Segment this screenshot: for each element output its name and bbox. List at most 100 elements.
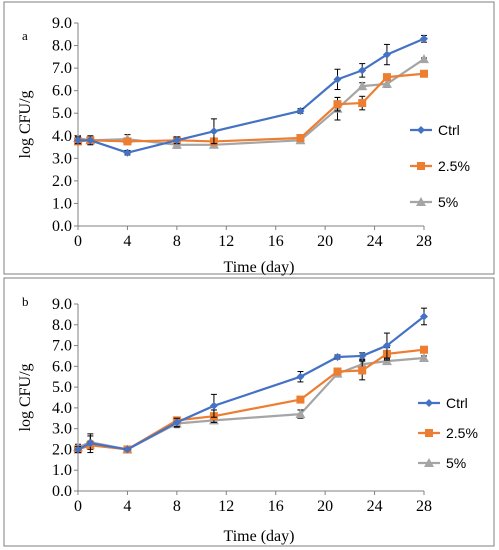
x-tick-label: 12	[218, 498, 234, 515]
data-point	[295, 409, 306, 419]
legend-label: Ctrl	[446, 395, 468, 411]
data-point	[358, 366, 367, 375]
x-tick-label: 28	[416, 233, 432, 250]
panel-label: a	[22, 28, 28, 43]
series-line	[77, 72, 425, 143]
y-tick-label: 8.0	[52, 38, 72, 55]
y-tick-label: 3.0	[52, 421, 72, 438]
x-tick-label: 0	[74, 498, 82, 515]
legend: Ctrl 2.5% 5%	[410, 122, 470, 210]
y-tick-label: 9.0	[52, 15, 72, 32]
legend-item: Ctrl	[418, 395, 468, 411]
data-point	[74, 136, 82, 145]
y-tick-label: 1.0	[52, 462, 72, 479]
y-tick-label: 1.0	[52, 195, 72, 212]
data-point	[420, 345, 428, 354]
y-tick-label: 5.0	[52, 379, 72, 396]
data-point	[419, 54, 429, 64]
y-tick-label: 2.0	[52, 173, 72, 190]
series-line	[77, 58, 425, 146]
data-point	[333, 75, 342, 84]
legend-marker	[424, 458, 434, 467]
chart-panel-a: a 0.0 1.0 2.0 3.0 4.0 5.0 6.0 7.0 8.0 9.0 0 4 8 12 16 20…	[3, 1, 495, 276]
data-point	[419, 353, 429, 363]
x-axis-title: Time (day)	[224, 528, 295, 545]
legend-item: 5%	[418, 455, 466, 471]
data-point	[333, 100, 342, 109]
legend: Ctrl 2.5% 5%	[418, 395, 478, 471]
y-tick-label: 7.0	[52, 60, 72, 77]
y-tick-label: 7.0	[52, 338, 72, 355]
x-tick-label: 24	[367, 498, 383, 515]
legend-label: Ctrl	[438, 122, 460, 138]
x-tick-label: 20	[317, 498, 333, 515]
legend-marker	[425, 399, 433, 407]
data-point	[358, 66, 367, 75]
panel-label: b	[22, 294, 29, 309]
x-tick-label: 4	[123, 233, 131, 250]
data-point	[333, 352, 342, 361]
data-point	[123, 148, 132, 157]
y-tick-label: 4.0	[52, 400, 72, 417]
data-point	[123, 445, 132, 454]
data-point	[381, 78, 392, 88]
data-point	[296, 106, 305, 115]
data-point	[172, 418, 181, 427]
x-tick-label: 0	[74, 233, 82, 250]
legend-marker	[425, 429, 433, 437]
x-tick-label: 8	[173, 233, 181, 250]
legend-label: 5%	[446, 455, 466, 471]
legend-marker	[417, 162, 425, 170]
y-tick-label: 6.0	[52, 358, 72, 375]
data-point	[382, 50, 391, 59]
y-tick-label: 5.0	[52, 105, 72, 122]
data-point	[420, 312, 428, 321]
data-point	[382, 73, 391, 82]
legend-marker	[416, 197, 426, 206]
data-point	[296, 372, 305, 381]
data-point	[209, 401, 218, 410]
data-point	[420, 34, 428, 43]
y-tick-label: 2.0	[52, 441, 72, 458]
series-line	[78, 37, 425, 154]
x-tick-label: 28	[416, 498, 432, 515]
legend-label: 2.5%	[438, 158, 470, 174]
data-point	[123, 137, 132, 146]
x-tick-label: 12	[218, 233, 234, 250]
legend-item: 2.5%	[418, 425, 478, 441]
panel-frame	[3, 1, 495, 275]
y-tick-label: 8.0	[52, 317, 72, 334]
legend-item: 5%	[410, 194, 458, 210]
chart-panel-b: b 0.0 1.0 2.0 3.0 4.0 5.0 6.0 7.0 8.0 9.0 0 4 8 12 16 20…	[3, 277, 495, 547]
x-tick-label: 20	[317, 233, 333, 250]
data-point	[86, 136, 95, 145]
legend-marker	[417, 126, 425, 134]
x-tick-label: 16	[268, 498, 284, 515]
panel-frame	[3, 277, 495, 547]
data-point	[296, 395, 305, 404]
data-point	[74, 445, 82, 454]
y-axis-title: log CFU/g	[17, 363, 34, 431]
data-point	[357, 81, 368, 91]
x-tick-label: 8	[173, 498, 181, 515]
x-tick-label: 16	[268, 233, 284, 250]
data-point	[172, 136, 181, 145]
data-point	[171, 139, 182, 149]
x-tick-label: 24	[367, 233, 383, 250]
data-point	[381, 356, 392, 366]
x-tick-label: 4	[123, 498, 131, 515]
x-axis-title: Time (day)	[224, 259, 295, 276]
data-point	[420, 69, 428, 78]
data-point	[86, 439, 95, 448]
data-point	[296, 134, 305, 143]
data-point	[358, 99, 367, 108]
data-point	[209, 127, 218, 136]
y-tick-label: 0.0	[52, 218, 72, 235]
legend-item: Ctrl	[410, 122, 460, 138]
legend-label: 2.5%	[446, 425, 478, 441]
y-tick-label: 0.0	[52, 483, 72, 500]
series-ctrl	[74, 307, 428, 454]
legend-item: 2.5%	[410, 158, 470, 174]
data-point	[382, 341, 391, 350]
y-tick-label: 3.0	[52, 150, 72, 167]
